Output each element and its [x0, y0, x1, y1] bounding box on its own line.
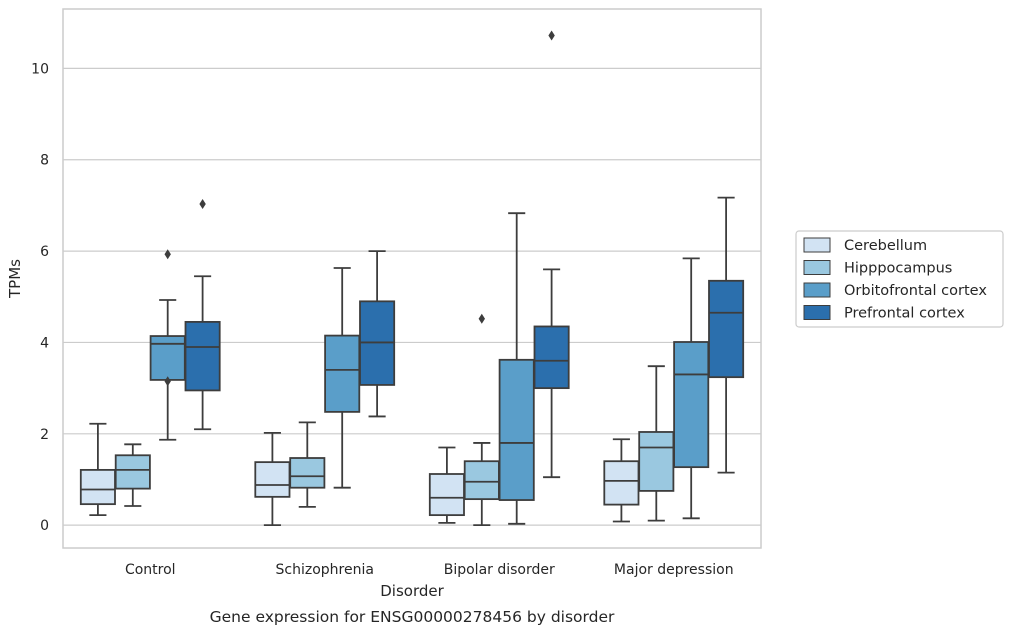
legend-label: Cerebellum: [844, 238, 927, 254]
tick-labels: 0 2 4 6 8 10 Control Schizophrenia Bipolar disor…: [31, 61, 733, 578]
box-2-1: [463, 313, 500, 527]
boxes: [79, 30, 745, 527]
box-iqr: [289, 457, 326, 489]
outlier-point: [164, 376, 171, 387]
y-tick-label: 4: [40, 335, 49, 351]
box-0-3: [184, 199, 221, 431]
box-iqr: [603, 460, 640, 506]
legend-label: Hipppocampus: [844, 261, 952, 277]
legend-label: Prefrontal cortex: [844, 306, 965, 322]
y-tick-label: 2: [40, 427, 49, 443]
box-3-3: [708, 196, 745, 474]
outlier-point: [548, 30, 555, 41]
box-iqr: [533, 325, 570, 390]
y-axis-label: TPMs: [6, 259, 24, 299]
legend-swatch: [803, 260, 831, 275]
box-iqr: [184, 320, 221, 392]
chart-caption: Gene expression for ENSG00000278456 by d…: [210, 608, 615, 626]
box-iqr: [498, 358, 535, 501]
box-1-2: [324, 267, 361, 489]
plot-frame: [62, 8, 762, 549]
y-tick-label: 10: [31, 61, 49, 77]
box-1-1: [289, 421, 326, 508]
box-iqr: [428, 473, 465, 517]
y-tick-label: 0: [40, 518, 49, 534]
box-iqr: [708, 279, 745, 379]
box-iqr: [79, 468, 116, 506]
box-iqr: [638, 431, 675, 492]
x-tick-label: Bipolar disorder: [444, 562, 555, 578]
box-3-2: [673, 257, 710, 520]
outlier-point: [164, 249, 171, 260]
y-tick-label: 6: [40, 244, 49, 260]
box-iqr: [149, 335, 186, 381]
legend-swatch: [803, 305, 831, 320]
box-2-3: [533, 30, 570, 479]
outlier-point: [199, 199, 206, 210]
x-tick-label: Schizophrenia: [276, 562, 374, 578]
box-3-1: [638, 365, 675, 522]
x-axis-label: Disorder: [380, 582, 444, 600]
legend-label: Orbitofrontal cortex: [844, 283, 987, 299]
x-tick-label: Control: [125, 562, 176, 578]
box-iqr: [114, 454, 151, 490]
box-2-0: [428, 446, 465, 524]
box-2-2: [498, 212, 535, 525]
legend-swatch: [803, 237, 831, 253]
outlier-point: [478, 313, 485, 324]
box-1-3: [359, 250, 396, 418]
box-iqr: [673, 341, 710, 469]
box-iqr: [254, 461, 291, 498]
box-0-1: [114, 443, 151, 507]
y-tick-label: 8: [40, 153, 49, 169]
x-tick-label: Major depression: [614, 562, 734, 578]
legend-frame: [795, 230, 1004, 328]
box-iqr: [324, 334, 361, 413]
legend: Cerebellum Hipppocampus Orbitofrontal cort…: [795, 230, 1004, 328]
box-0-0: [79, 422, 116, 517]
box-iqr: [463, 460, 500, 501]
box-1-0: [254, 431, 291, 527]
box-3-0: [603, 438, 640, 523]
box-0-2: [149, 249, 186, 441]
legend-swatch: [803, 282, 831, 298]
